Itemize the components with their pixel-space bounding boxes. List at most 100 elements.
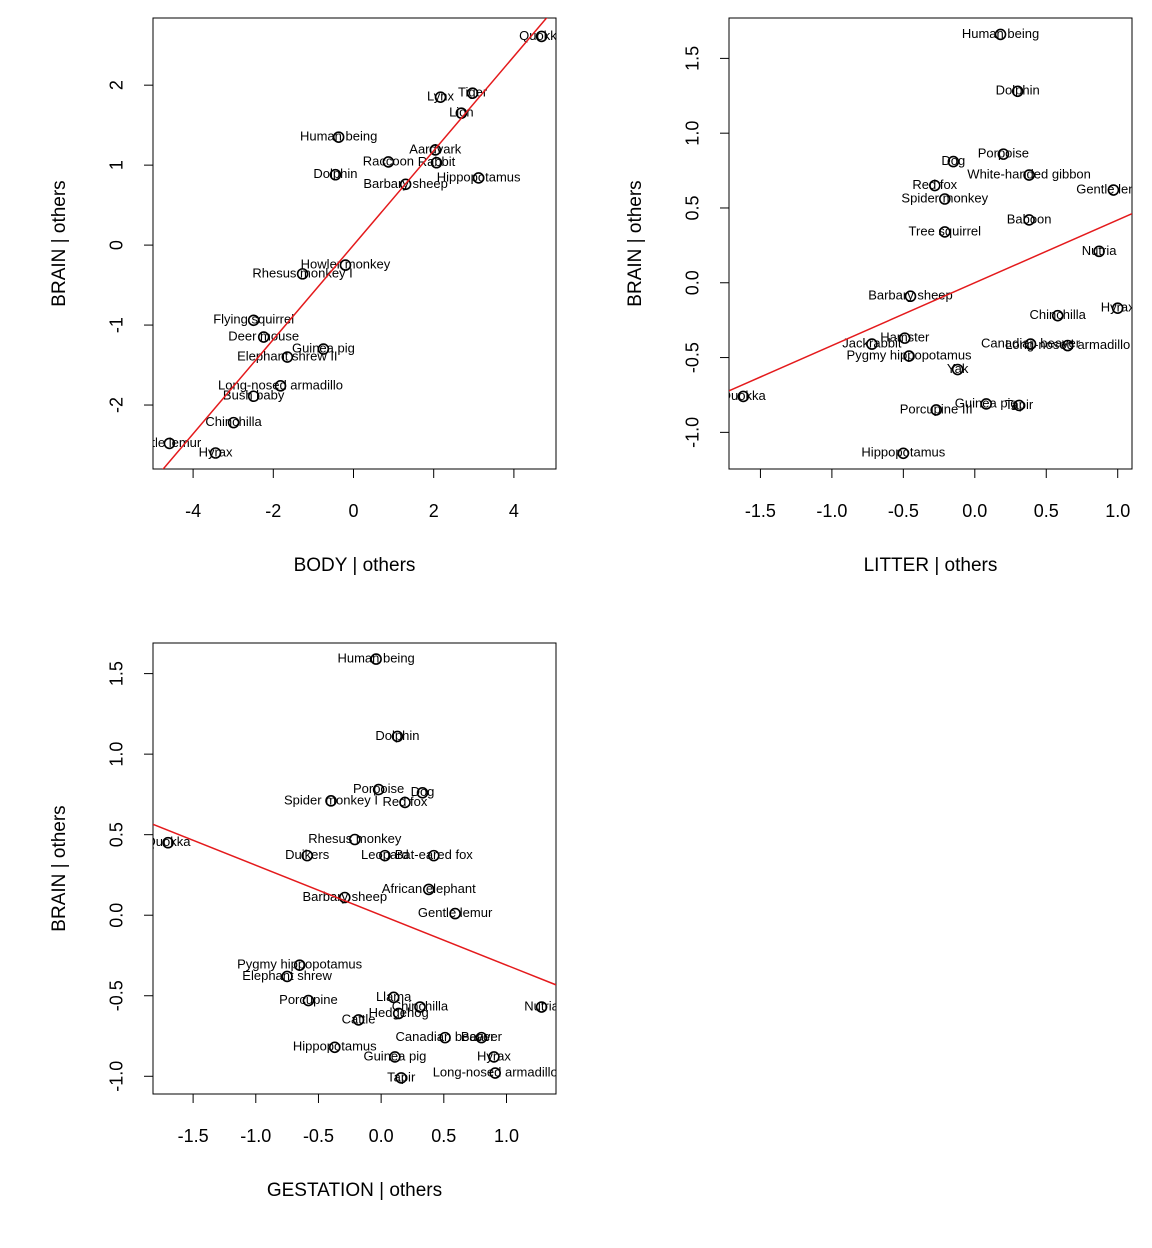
point (897, 447, 910, 460)
point (904, 290, 917, 303)
x-tick-label: 0.0 (962, 501, 987, 521)
x-tick-label: -1.0 (240, 1126, 271, 1146)
point (1111, 302, 1124, 314)
x-tick-label: 1.0 (1105, 501, 1130, 521)
point-label: Human being (337, 651, 414, 666)
point-label: Elephant shrew (242, 968, 332, 983)
x-tick-label: 0.5 (1034, 501, 1059, 521)
point (1013, 399, 1025, 412)
point-label: Beaver (461, 1029, 503, 1044)
point (489, 1067, 502, 1079)
point-label: Hyrax (477, 1048, 511, 1063)
point (422, 883, 435, 896)
point (472, 172, 485, 184)
point (737, 390, 750, 403)
point-label: Leopard (361, 847, 409, 862)
x-axis-label: BODY | others (294, 555, 416, 576)
point (930, 404, 943, 416)
x-axis-label: GESTATION | others (267, 1180, 442, 1201)
point (293, 959, 306, 971)
point (439, 1031, 451, 1044)
y-tick-label: -0.5 (107, 980, 127, 1011)
point-label: Spider monkey I (284, 792, 378, 807)
point-label: Duikers (285, 847, 330, 862)
point-label: Nutria (524, 998, 559, 1013)
point-label: Quokka (519, 28, 565, 43)
point (257, 331, 270, 343)
point (391, 730, 404, 743)
point-label: Raccoon (363, 153, 414, 168)
point-label: Baboon (1007, 211, 1052, 226)
plot-area: Human being Dolphin Porpoise DogWhite-hande… (729, 26, 1151, 460)
point-label: Rhesus monkey (308, 831, 402, 846)
point (382, 156, 395, 168)
point-label: Gentle lemur (418, 905, 493, 920)
point (947, 155, 960, 168)
point (475, 1031, 488, 1044)
point-label: Pygmy hippopotamus (847, 348, 973, 363)
point (951, 363, 964, 376)
point-label: Bat-eared fox (395, 847, 474, 862)
point-label: Gentle lemur (1076, 181, 1151, 196)
point (994, 28, 1007, 41)
point-label: Porpoise (978, 146, 1029, 161)
point (162, 836, 174, 849)
point-label: Spider monkey (901, 190, 988, 205)
y-tick-label: 2 (107, 80, 127, 90)
point (163, 437, 176, 450)
point-label: Hamster (880, 330, 930, 345)
point (296, 268, 309, 280)
y-tick-label: -1 (107, 317, 127, 333)
y-axis-label: BRAIN | others (625, 180, 646, 306)
point-label: Dolphin (375, 728, 419, 743)
point-label: Barbary sheep (303, 889, 388, 904)
point (535, 30, 548, 43)
point (301, 849, 313, 862)
y-tick-label: -1.0 (107, 1061, 127, 1092)
point (302, 994, 315, 1007)
point-label: Dolphin (996, 83, 1040, 98)
point (325, 795, 337, 807)
point (898, 332, 911, 344)
point (395, 1072, 407, 1084)
x-tick-label: -2 (265, 501, 281, 521)
point-label: Long-nosed armadillo (218, 377, 343, 392)
point-label: Porcupine (279, 992, 338, 1007)
point (1093, 245, 1105, 258)
point-label: Guinea pig (292, 340, 355, 355)
point-label: Guinea pig (955, 395, 1018, 410)
point-label: Dog (941, 153, 965, 168)
x-tick-label: -0.5 (303, 1126, 334, 1146)
y-tick-label: 0.0 (683, 270, 703, 295)
x-tick-label: 1.0 (494, 1126, 519, 1146)
y-tick-label: -0.5 (683, 342, 703, 373)
point (535, 1001, 548, 1013)
point (416, 786, 429, 799)
x-tick-label: -1.5 (745, 501, 776, 521)
y-tick-label: 1 (107, 160, 127, 170)
point (328, 1041, 341, 1054)
y-tick-label: 0 (107, 240, 127, 250)
point-label: Yak (947, 361, 969, 376)
y-tick-label: 0.0 (107, 903, 127, 928)
point-label: Tree squirrel (909, 223, 982, 238)
point-label: Guinea pig (363, 1048, 426, 1063)
fit-line (153, 823, 556, 986)
point (1051, 309, 1064, 322)
x-tick-label: 0.5 (431, 1126, 456, 1146)
point (329, 168, 342, 181)
x-axis-label: LITTER | others (864, 555, 998, 576)
point-label: Lynx (427, 89, 454, 104)
point-label: Red fox (383, 794, 428, 809)
x-tick-label: 0.0 (369, 1126, 394, 1146)
point-label: Hippopotamus (437, 169, 521, 184)
point (466, 87, 479, 99)
point-label: Chinchilla (1030, 307, 1087, 322)
point (980, 398, 993, 410)
point-label: Cattle (342, 1011, 376, 1026)
point (281, 970, 293, 983)
point (938, 193, 951, 205)
point-label: Hippopotamus (293, 1039, 377, 1054)
point-label: Llama (376, 989, 412, 1004)
